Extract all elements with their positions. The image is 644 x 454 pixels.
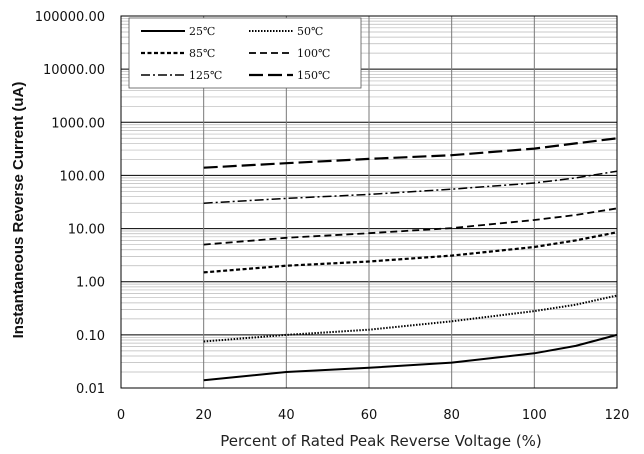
x-tick-label: 100 [522, 408, 547, 423]
y-tick-label: 1000.00 [51, 116, 105, 131]
series-lines [203, 137, 618, 382]
y-tick-label: 10000.00 [43, 63, 105, 78]
legend-label: 150℃ [297, 69, 330, 82]
y-axis-title: Instantaneous Reverse Current (uA) [10, 82, 27, 339]
legend-label: 50℃ [297, 25, 323, 38]
x-tick-label: 20 [195, 408, 212, 423]
x-axis-title: Percent of Rated Peak Reverse Voltage (%… [220, 432, 542, 450]
y-tick-label: 1.00 [76, 276, 105, 291]
legend-label: 100℃ [297, 47, 330, 60]
y-tick-label: 10.00 [68, 223, 105, 238]
legend-label: 125℃ [189, 69, 222, 82]
x-tick-label: 120 [605, 408, 630, 423]
y-tick-label: 0.10 [76, 329, 105, 344]
series-line [203, 137, 618, 169]
x-tick-label: 60 [361, 408, 378, 423]
y-tick-label: 100000.00 [35, 10, 105, 25]
x-tick-label: 0 [117, 408, 125, 423]
legend-label: 25℃ [189, 25, 215, 38]
legend: 25℃ 50℃ 85℃ 100℃ 125℃ 150℃ [128, 17, 362, 89]
x-tick-label: 40 [278, 408, 295, 423]
x-tick-label: 80 [443, 408, 460, 423]
y-tick-label: 100.00 [60, 169, 106, 184]
series-line [203, 207, 618, 246]
series-line [203, 333, 618, 382]
y-tick-label: 0.01 [76, 382, 105, 397]
plot-frame [120, 15, 618, 389]
legend-label: 85℃ [189, 47, 215, 60]
x-tick-labels: 0 20 40 60 80 100 120 [117, 408, 630, 423]
grid-lines [120, 15, 618, 389]
y-tick-labels: 0.01 0.10 1.00 10.00 100.00 1000.00 10000.00 10… [35, 10, 105, 397]
series-line [203, 231, 618, 274]
